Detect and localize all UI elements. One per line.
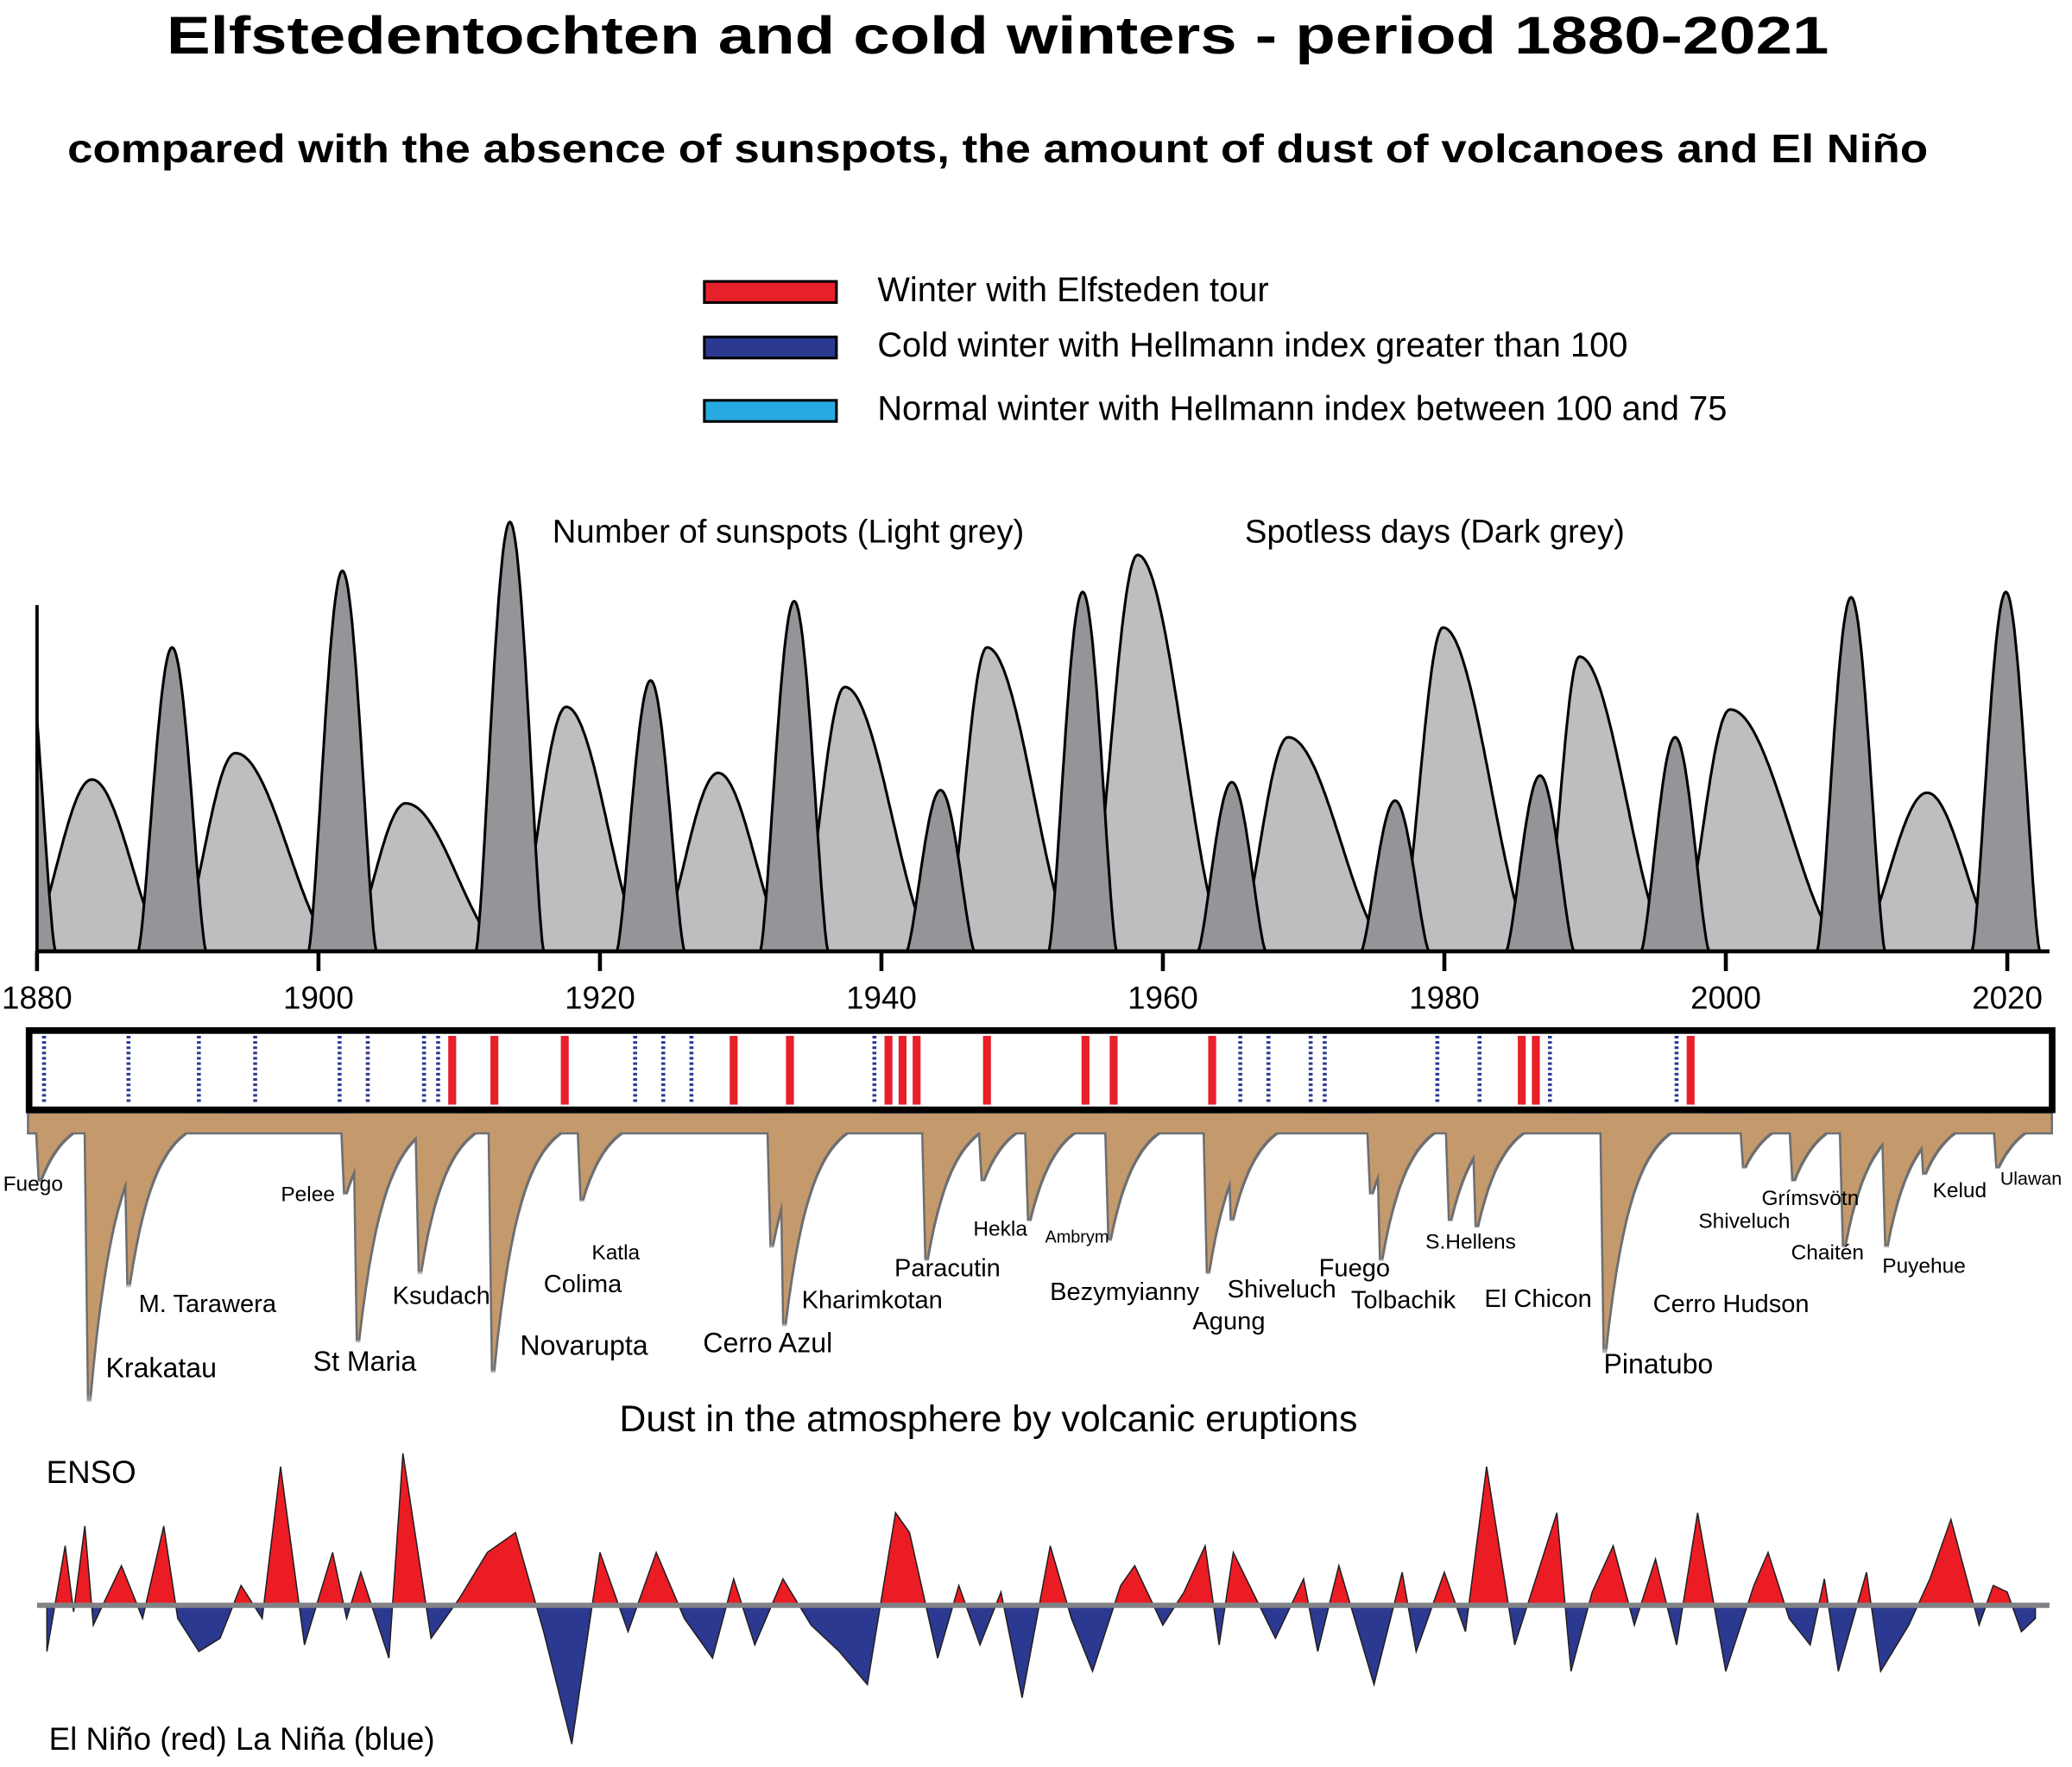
volcano-label: Shiveluch bbox=[1698, 1209, 1790, 1233]
volcano-label: Hekla bbox=[973, 1217, 1027, 1240]
legend-label: Winter with Elfsteden tour bbox=[877, 271, 1268, 309]
legend-swatch bbox=[703, 280, 838, 305]
spotless-peak bbox=[1970, 590, 2042, 953]
volcano-label: Bezymyianny bbox=[1050, 1278, 1199, 1306]
legend-label: Normal winter with Hellmann index betwee… bbox=[877, 390, 1727, 428]
volcano-dust bbox=[1840, 1114, 1943, 1246]
volcano-label: Kharimkotan bbox=[802, 1286, 943, 1314]
sunspot-cycles bbox=[36, 553, 2007, 953]
volcano-dust bbox=[1882, 1114, 1985, 1246]
volcano-dust bbox=[979, 1114, 1082, 1180]
volcano-label: Katla bbox=[591, 1241, 640, 1265]
enso-legend: El Niño (red) La Niña (blue) bbox=[49, 1721, 435, 1757]
volcano-dust bbox=[36, 1114, 139, 1180]
volcano-label: Pelee bbox=[281, 1183, 335, 1207]
spotless-days bbox=[36, 521, 2042, 953]
volcano-dust bbox=[354, 1114, 457, 1341]
volcano-label: Colima bbox=[544, 1271, 622, 1298]
spotless-peak bbox=[474, 521, 546, 953]
volcano-dust bbox=[124, 1114, 227, 1286]
legend-swatch bbox=[703, 399, 838, 423]
volcano-label: Puyehue bbox=[1882, 1254, 1966, 1278]
legend: Winter with Elfsteden tour Cold winter wi… bbox=[703, 271, 1727, 428]
volcano-labels: Fuego Krakatau M. Tarawera Pelee St Maria Ksu… bbox=[3, 1168, 2063, 1383]
volcano-dust bbox=[1105, 1114, 1209, 1240]
volcano-label: Cerro Hudson bbox=[1653, 1291, 1810, 1318]
volcano-label: Tolbachik bbox=[1351, 1286, 1456, 1314]
spotless-peak bbox=[136, 646, 208, 953]
volcano-label: Krakatau bbox=[105, 1353, 217, 1384]
spotless-peak bbox=[1197, 780, 1267, 953]
volcano-label: Ksudach bbox=[393, 1283, 490, 1310]
spotless-peak bbox=[1360, 799, 1431, 953]
spotless-peak bbox=[36, 702, 57, 953]
dust-caption: Dust in the atmosphere by volcanic erupt… bbox=[619, 1398, 1357, 1440]
volcano-label: Agung bbox=[1192, 1308, 1265, 1335]
x-tick-label: 1940 bbox=[846, 980, 917, 1015]
volcano-dust bbox=[1228, 1114, 1331, 1220]
spotless-peak bbox=[759, 599, 830, 953]
spotless-peak bbox=[306, 569, 378, 953]
volcano-dust bbox=[922, 1114, 1026, 1259]
x-tick-label: 2020 bbox=[1972, 980, 2043, 1015]
volcano-dust bbox=[780, 1114, 883, 1326]
dust-area bbox=[28, 1114, 2051, 1401]
legend-swatch bbox=[703, 335, 838, 360]
spotless-label: Spotless days (Dark grey) bbox=[1245, 513, 1625, 550]
title: Elfstedentochten and cold winters - peri… bbox=[167, 6, 1829, 65]
x-tick-label: 1880 bbox=[2, 980, 73, 1015]
volcano-dust bbox=[1920, 1114, 2024, 1174]
volcano-label: Paracutin bbox=[894, 1255, 1001, 1283]
sunspot-label: Number of sunspots (Light grey) bbox=[553, 513, 1024, 550]
volcano-label: Chaitén bbox=[1791, 1241, 1864, 1265]
volcano-label: Fuego bbox=[3, 1172, 63, 1196]
volcano-dust bbox=[1605, 1114, 1708, 1299]
volcano-label: S.Hellens bbox=[1425, 1231, 1516, 1254]
volcano-dust bbox=[578, 1114, 680, 1200]
enso-label: ENSO bbox=[47, 1455, 136, 1490]
volcano-dust bbox=[85, 1114, 188, 1401]
winter-box bbox=[25, 1027, 2056, 1114]
volcano-label: Cerro Azul bbox=[703, 1328, 832, 1359]
la-nina-area bbox=[46, 1605, 2037, 1745]
x-tick-label: 1900 bbox=[283, 980, 354, 1015]
volcano-label: Pinatubo bbox=[1603, 1348, 1713, 1379]
volcano-label: Novarupta bbox=[520, 1330, 648, 1361]
enso bbox=[46, 1453, 2037, 1745]
subtitle: compared with the absence of sunspots, t… bbox=[67, 126, 1928, 171]
volcano-dust bbox=[416, 1114, 519, 1272]
el-nino-area bbox=[46, 1453, 2037, 1606]
legend-label: Cold winter with Hellmann index greater … bbox=[877, 326, 1627, 364]
x-tick-label: 2000 bbox=[1690, 980, 1761, 1015]
x-axis-ticks: 1880 1900 1920 1940 1960 1980 2000 2020 bbox=[2, 951, 2043, 1015]
volcano-label: Ulawan bbox=[2000, 1168, 2062, 1189]
winters bbox=[41, 1035, 1695, 1105]
volcano-label: Ambrym bbox=[1045, 1227, 1109, 1246]
volcano-dust bbox=[1790, 1114, 1892, 1180]
volcano-label: Grímsvötn bbox=[1761, 1187, 1859, 1210]
volcano-label: Fuego bbox=[1319, 1255, 1390, 1283]
spotless-peak bbox=[1639, 735, 1711, 953]
volcano-dust bbox=[1026, 1114, 1128, 1220]
volcano-dust bbox=[1446, 1114, 1549, 1220]
volcano-label: M. Tarawera bbox=[139, 1291, 277, 1318]
x-tick-label: 1960 bbox=[1128, 980, 1198, 1015]
x-tick-label: 1980 bbox=[1409, 980, 1480, 1015]
volcano-dust bbox=[1740, 1114, 1843, 1167]
volcano-dust bbox=[499, 1114, 602, 1266]
volcano-dust bbox=[1473, 1114, 1576, 1227]
spotless-peak bbox=[1047, 590, 1118, 953]
spotless-peak bbox=[905, 788, 976, 953]
volcano-label: El Chicon bbox=[1484, 1285, 1591, 1313]
x-tick-label: 1920 bbox=[565, 980, 635, 1015]
spotless-peak bbox=[1816, 596, 1886, 953]
volcano-label: St Maria bbox=[313, 1346, 417, 1377]
volcano-dust bbox=[1993, 1114, 2051, 1167]
volcano-label: Kelud bbox=[1933, 1179, 1987, 1202]
spotless-peak bbox=[615, 678, 686, 953]
volcano-label: Shiveluch bbox=[1228, 1276, 1336, 1303]
volcano-dust bbox=[1377, 1114, 1480, 1259]
spotless-peak bbox=[1505, 773, 1576, 953]
